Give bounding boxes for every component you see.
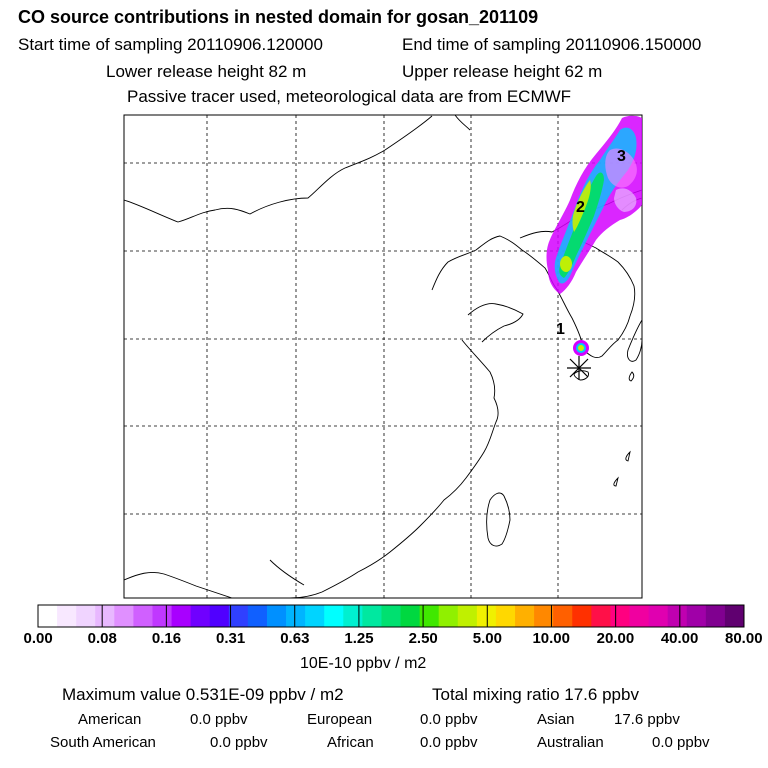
colorbar-swatch	[57, 605, 77, 627]
colorbar-swatch	[95, 605, 115, 627]
start-time: Start time of sampling 20110906.120000	[18, 35, 323, 54]
region-american-label: American	[78, 711, 142, 728]
colorbar-tick-label: 80.00	[725, 630, 763, 647]
grid-lines	[124, 115, 642, 598]
region-asian-value: 17.6 ppbv	[614, 711, 680, 728]
colorbar-tick-label: 0.08	[87, 630, 117, 647]
region-asian-label: Asian	[537, 711, 575, 728]
colorbar-swatch	[190, 605, 211, 627]
colorbar-swatch	[724, 605, 745, 627]
colorbar-swatch	[114, 605, 134, 627]
colorbar-swatch	[495, 605, 516, 627]
colorbar-swatch	[457, 605, 478, 627]
upper-release-height: Upper release height 62 m	[402, 62, 603, 81]
colorbar-unit: 10E-10 ppbv / m2	[300, 655, 427, 672]
colorbar-tick-label: 0.31	[216, 630, 246, 647]
region-australian-value: 0.0 ppbv	[652, 734, 710, 751]
colorbar-swatch	[228, 605, 249, 627]
colorbar-tick-label: 0.63	[280, 630, 310, 647]
region-african-label: African	[327, 734, 374, 751]
region-african-value: 0.0 ppbv	[420, 734, 478, 751]
region-american-value: 0.0 ppbv	[190, 711, 248, 728]
colorbar-swatch	[133, 605, 153, 627]
colorbar-swatch	[400, 605, 421, 627]
colorbar-tick-label: 1.25	[344, 630, 374, 647]
colorbar	[37, 604, 745, 628]
colorbar-swatch	[362, 605, 382, 627]
colorbar-swatch	[610, 605, 630, 627]
label-2: 2	[576, 199, 585, 216]
total-mixing-ratio: Total mixing ratio 17.6 ppbv	[432, 685, 639, 704]
colorbar-swatch	[629, 605, 649, 627]
region-south-american-label: South American	[50, 734, 156, 751]
colorbar-swatch	[247, 605, 268, 627]
colorbar-swatch	[553, 605, 573, 627]
end-time: End time of sampling 20110906.150000	[402, 35, 702, 54]
colorbar-swatch	[286, 605, 306, 627]
colorbar-tick-label: 0.16	[151, 630, 182, 647]
colorbar-swatch	[667, 605, 688, 627]
lower-release-height: Lower release height 82 m	[106, 62, 307, 81]
colorbar-swatch	[648, 605, 669, 627]
chart-title: CO source contributions in nested domain…	[18, 7, 539, 27]
colorbar-tick-label: 10.00	[532, 630, 570, 647]
coastlines	[124, 115, 642, 598]
colorbar-tick-label: 40.00	[660, 630, 699, 647]
colorbar-swatch	[686, 605, 707, 627]
colorbar-swatch	[266, 605, 287, 627]
label-3: 3	[617, 148, 626, 165]
colorbar-swatch	[476, 605, 497, 627]
colorbar-frame	[37, 604, 745, 628]
colorbar-swatch	[152, 605, 172, 627]
colorbar-swatch	[209, 605, 230, 627]
colorbar-swatch	[305, 605, 325, 627]
colorbar-swatch	[38, 605, 58, 627]
region-european-label: European	[307, 711, 373, 728]
concentration-plume	[546, 115, 642, 356]
colorbar-tick-label: 5.00	[472, 630, 502, 647]
colorbar-swatch	[171, 605, 192, 627]
colorbar-swatch	[515, 605, 535, 627]
region-south-american-value: 0.0 ppbv	[210, 734, 268, 751]
region-european-value: 0.0 ppbv	[420, 711, 478, 728]
label-1: 1	[556, 321, 565, 338]
colorbar-swatch	[534, 605, 554, 627]
colorbar-swatch	[705, 605, 726, 627]
colorbar-swatch	[76, 605, 96, 627]
colorbar-tick-label: 2.50	[408, 630, 438, 647]
colorbar-swatch	[343, 605, 363, 627]
region-australian-label: Australian	[537, 734, 604, 751]
colorbar-swatch	[381, 605, 401, 627]
tracer-note: Passive tracer used, meteorological data…	[127, 87, 572, 106]
colorbar-swatch	[591, 605, 611, 627]
colorbar-tick-label: 20.00	[596, 630, 635, 647]
colorbar-swatch	[324, 605, 344, 627]
colorbar-swatch	[419, 605, 440, 627]
map-frame	[123, 114, 643, 599]
colorbar-tick-label: 0.00	[23, 630, 53, 647]
receptor-star-icon	[567, 356, 591, 380]
colorbar-swatch	[438, 605, 459, 627]
max-value: Maximum value 0.531E-09 ppbv / m2	[62, 685, 344, 704]
colorbar-swatch	[572, 605, 592, 627]
